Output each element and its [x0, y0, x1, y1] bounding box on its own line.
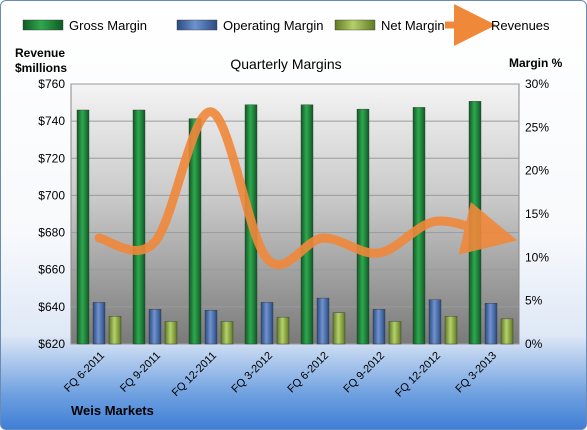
bar-gross-margin-0	[76, 109, 90, 345]
legend-label-operating-margin: Operating Margin	[223, 18, 323, 33]
left-axis-label-line1: Revenue	[15, 46, 65, 60]
left-axis-label-line2: $millions	[15, 61, 67, 75]
right-axis-label: Margin %	[509, 56, 563, 70]
left-tick-label: $700	[38, 188, 65, 202]
x-tick-label: FQ 9-2012	[341, 350, 387, 396]
bar-gross-margin-4	[300, 104, 314, 345]
bar-net-margin-2	[220, 321, 234, 345]
plot-area	[70, 83, 520, 345]
bar-gross-margin-7	[468, 101, 482, 345]
bar-net-margin-5	[388, 321, 402, 345]
bar-operating-margin-7	[484, 303, 498, 345]
x-axis-labels: FQ 6-2011 FQ 9-2011 FQ 12-2011 FQ 3-2012 FQ …	[62, 350, 499, 400]
x-tick-label: FQ 12-2012	[393, 350, 443, 400]
legend-swatch-gross-margin	[22, 19, 64, 31]
legend-label-net-margin: Net Margin	[381, 18, 445, 33]
bar-operating-margin-0	[92, 302, 106, 345]
bars	[76, 101, 514, 345]
bar-operating-margin-5	[372, 309, 386, 345]
bar-gross-margin-1	[132, 109, 146, 345]
x-tick-label: FQ 9-2011	[118, 350, 163, 395]
x-tick-label: FQ 12-2011	[170, 350, 219, 399]
bar-net-margin-7	[500, 318, 514, 345]
right-tick-label: 25%	[525, 120, 549, 134]
left-tick-label: $760	[38, 77, 65, 91]
right-tick-label: 0%	[525, 337, 543, 351]
bar-operating-margin-3	[260, 302, 274, 345]
left-tick-label: $740	[38, 114, 65, 128]
legend-swatch-net-margin	[334, 19, 376, 31]
bar-net-margin-6	[444, 316, 458, 345]
legend-label-gross-margin: Gross Margin	[69, 18, 147, 33]
revenue-line	[94, 107, 518, 270]
left-tick-label: $640	[38, 300, 65, 314]
bar-gross-margin-5	[356, 108, 370, 345]
left-axis-ticks: $620 $640 $660 $680 $700 $720 $740 $760	[38, 77, 65, 351]
company-name: Weis Markets	[71, 403, 154, 418]
right-tick-label: 20%	[525, 164, 549, 178]
legend: Gross Margin Operating Margin Net Margin Re…	[22, 4, 550, 46]
legend-label-revenues: Revenues	[491, 18, 550, 33]
gridlines	[71, 83, 519, 345]
left-tick-label: $620	[38, 337, 65, 351]
bar-operating-margin-6	[428, 299, 442, 345]
bar-operating-margin-4	[316, 297, 330, 345]
left-tick-label: $720	[38, 151, 65, 165]
right-tick-label: 30%	[525, 77, 549, 91]
chart-title: Quarterly Margins	[230, 56, 341, 72]
right-tick-label: 5%	[525, 294, 543, 308]
x-tick-label: FQ 6-2011	[62, 350, 107, 395]
left-tick-label: $680	[38, 226, 65, 240]
left-tick-label: $660	[38, 263, 65, 277]
bar-net-margin-3	[276, 316, 290, 345]
bar-net-margin-1	[164, 321, 178, 345]
bar-net-margin-4	[332, 312, 346, 345]
x-tick-label: FQ 6-2012	[285, 350, 331, 396]
right-axis-ticks: 0% 5% 10% 15% 20% 25% 30%	[525, 77, 549, 351]
bar-gross-margin-2	[188, 118, 202, 345]
x-tick-label: FQ 3-2013	[453, 350, 499, 396]
bar-net-margin-0	[108, 316, 122, 345]
legend-swatch-operating-margin	[176, 19, 218, 31]
right-tick-label: 15%	[525, 207, 549, 221]
right-tick-label: 10%	[525, 250, 549, 264]
bar-operating-margin-1	[148, 309, 162, 345]
bar-operating-margin-2	[204, 310, 218, 345]
x-tick-label: FQ 3-2012	[229, 350, 275, 396]
